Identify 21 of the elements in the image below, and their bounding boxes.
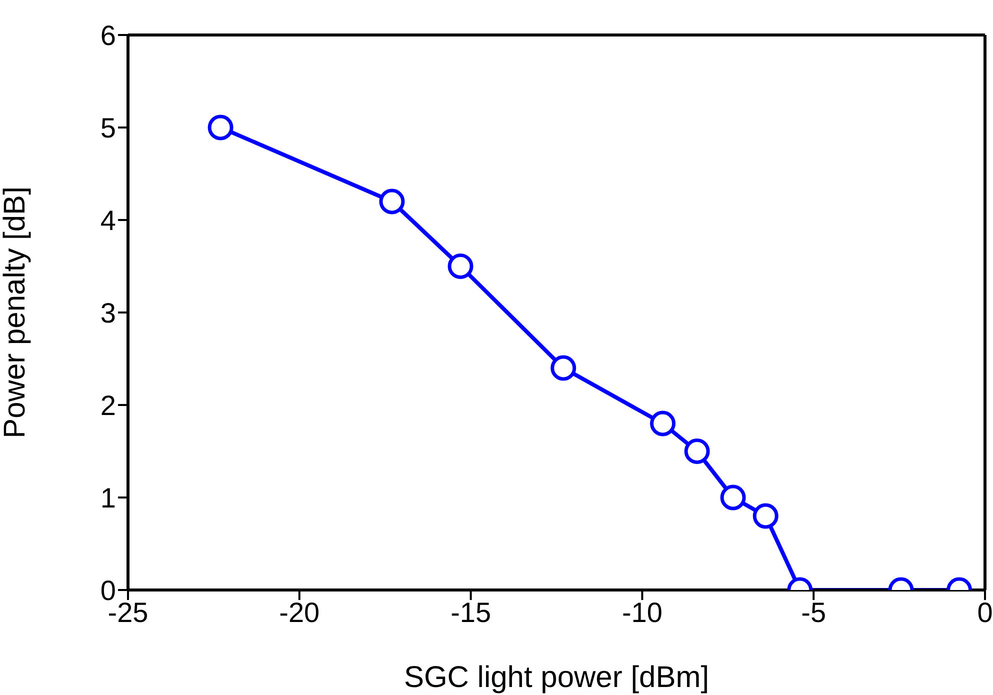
x-tick-label: -20 (279, 596, 320, 628)
y-tick-label: 3 (100, 297, 116, 328)
point (650, 410, 676, 436)
point (720, 484, 746, 510)
x-tick-label: -10 (622, 596, 662, 628)
point (448, 254, 474, 279)
x-tick-label: -5 (801, 596, 826, 628)
point (208, 114, 234, 140)
y-tick-label: 1 (100, 482, 116, 514)
x-tick-label: 0 (977, 596, 993, 628)
point (379, 188, 405, 214)
y-tick-label: 2 (100, 390, 116, 421)
y-tick-label: 5 (100, 112, 116, 144)
y-axis-title: Power penalty [dB] (0, 186, 32, 438)
point (684, 438, 710, 464)
x-axis-title: SGC light power [dBm] (404, 661, 710, 694)
y-tick-label: 4 (100, 204, 116, 236)
y-tick-label: 6 (100, 20, 116, 51)
x-tick-label: -15 (450, 596, 492, 628)
point (752, 503, 778, 529)
point (550, 355, 576, 381)
